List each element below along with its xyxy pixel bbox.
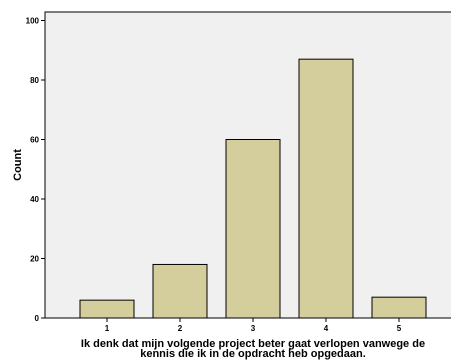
y-axis-label: Count	[12, 149, 24, 181]
x-tick-label-3: 3	[251, 324, 256, 333]
x-axis: 1 2 3 4 5	[105, 318, 402, 333]
y-tick-label-60: 60	[30, 136, 39, 145]
x-axis-label-line-1: Ik denk dat mijn volgende project beter …	[81, 338, 425, 350]
bar-3	[225, 139, 281, 319]
y-tick-label-100: 100	[26, 17, 40, 26]
bar-5	[371, 296, 427, 319]
y-tick-label-20: 20	[30, 255, 39, 264]
bar-2	[152, 263, 208, 319]
x-tick-label-1: 1	[105, 324, 110, 333]
y-axis: 0 20 40 60 80 100	[26, 17, 45, 323]
y-tick-label-40: 40	[30, 195, 39, 204]
y-tick-label-0: 0	[35, 314, 40, 323]
y-tick-label-80: 80	[30, 76, 39, 85]
x-tick-label-2: 2	[178, 324, 183, 333]
bar-4	[298, 58, 354, 319]
x-axis-label-line-2: kennis die ik in de opdracht heb opgedaa…	[140, 348, 366, 360]
bar-1	[79, 299, 135, 319]
x-tick-label-5: 5	[397, 324, 402, 333]
x-tick-label-4: 4	[324, 324, 329, 333]
